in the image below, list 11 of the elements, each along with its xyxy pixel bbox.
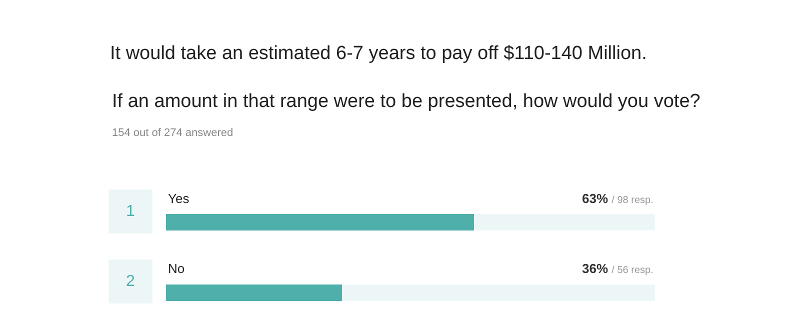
annotation: / 98 resp. [612, 195, 654, 206]
y-tick-label: Yes [168, 191, 190, 206]
chart-subtitle: If an amount in that range were to be presented, how would you vote? [112, 91, 700, 112]
text: 154 out of 274 answered [112, 127, 234, 139]
text: 1 [126, 203, 135, 220]
chart-title: It would take an estimated 6-7 years to pay off $110-140 Million. [110, 43, 647, 64]
data-label: 36% [582, 261, 608, 276]
annotation: / 56 resp. [612, 265, 654, 276]
data-label: 63% [582, 191, 608, 206]
y-tick-label: No [168, 261, 185, 276]
text: 2 [126, 273, 135, 290]
